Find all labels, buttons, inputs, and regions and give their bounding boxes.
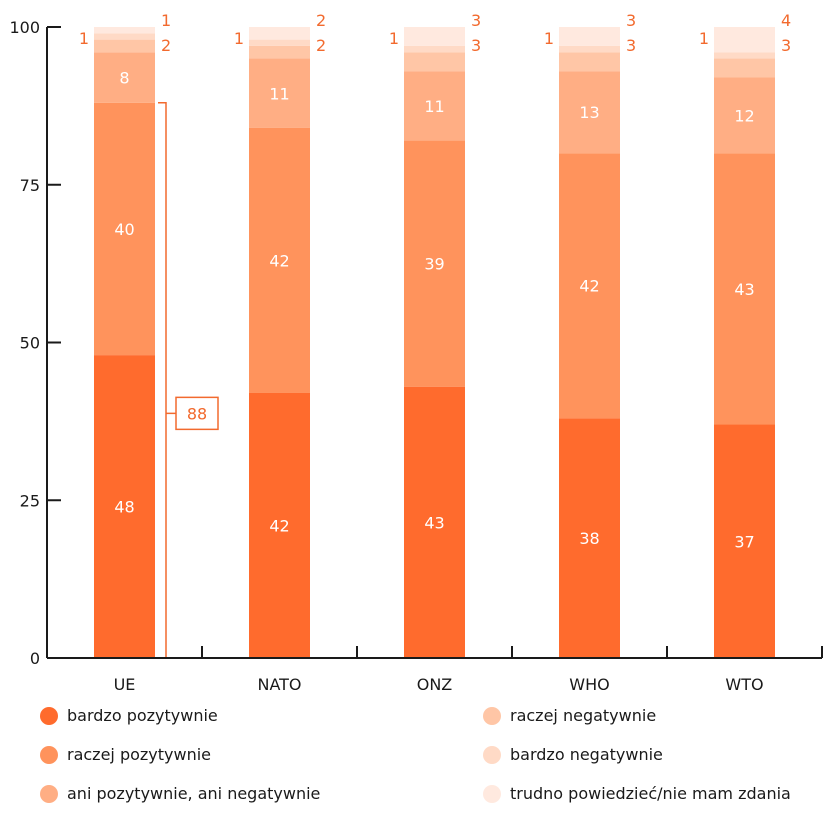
legend-label: raczej pozytywnie [67, 745, 211, 764]
data-label-outside: 3 [471, 11, 481, 30]
data-label-outside: 2 [161, 36, 171, 55]
data-label-outside: 2 [316, 36, 326, 55]
legend-swatch [40, 785, 58, 803]
y-tick-label: 100 [9, 18, 40, 37]
y-tick-label: 50 [20, 334, 40, 353]
data-label: 8 [119, 68, 129, 87]
legend-swatch [483, 746, 501, 764]
legend-swatch [483, 707, 501, 725]
data-label-outside: 1 [544, 29, 554, 48]
data-label-outside: 3 [626, 11, 636, 30]
annotation-label: 88 [187, 404, 207, 423]
bar-segment [94, 33, 155, 39]
bar-segment [94, 40, 155, 53]
data-label-outside: 2 [316, 11, 326, 30]
data-label-outside: 1 [161, 11, 171, 30]
data-label: 42 [579, 277, 599, 296]
data-label-outside: 3 [781, 36, 791, 55]
data-label-outside: 1 [234, 29, 244, 48]
bar-segment [714, 27, 775, 52]
data-label: 12 [734, 106, 754, 125]
bar-segment [404, 46, 465, 52]
bar-segment [714, 52, 775, 58]
legend-label: bardzo negatywnie [510, 745, 663, 764]
legend-label: raczej negatywnie [510, 706, 656, 725]
data-label: 40 [114, 220, 134, 239]
x-tick-label: UE [114, 675, 136, 694]
bar-segment [249, 40, 310, 46]
legend-item: raczej negatywnie [483, 706, 656, 725]
data-label-outside: 1 [79, 29, 89, 48]
legend-item: bardzo pozytywnie [40, 706, 218, 725]
y-tick-label: 0 [30, 649, 40, 668]
legend-label: bardzo pozytywnie [67, 706, 218, 725]
bar-segment [94, 27, 155, 33]
data-label: 13 [579, 103, 599, 122]
data-label: 38 [579, 529, 599, 548]
x-tick-label: WTO [725, 675, 763, 694]
data-label-outside: 3 [471, 36, 481, 55]
data-label: 11 [424, 97, 444, 116]
legend: bardzo pozytywnie raczej pozytywnie ani po… [0, 700, 831, 810]
bar-segment [559, 52, 620, 71]
legend-label: ani pozytywnie, ani negatywnie [67, 784, 320, 803]
data-label-outside: 3 [626, 36, 636, 55]
bar-segment [714, 59, 775, 78]
total-annotation: 88 [158, 103, 218, 658]
legend-item: bardzo negatywnie [483, 745, 663, 764]
bar-segment [404, 52, 465, 71]
annotation-bracket [158, 103, 166, 658]
data-label: 37 [734, 532, 754, 551]
y-tick-label: 25 [20, 491, 40, 510]
x-tick-label: WHO [569, 675, 609, 694]
data-label-outside: 1 [699, 29, 709, 48]
data-label: 42 [269, 516, 289, 535]
bar-segment [559, 46, 620, 52]
bars [94, 27, 775, 658]
legend-item: ani pozytywnie, ani negatywnie [40, 784, 320, 803]
data-label: 48 [114, 498, 134, 517]
data-label-outside: 4 [781, 11, 791, 30]
data-label-outside: 1 [389, 29, 399, 48]
data-label: 43 [734, 280, 754, 299]
y-tick-label: 75 [20, 176, 40, 195]
x-tick-label: NATO [257, 675, 301, 694]
data-label: 11 [269, 84, 289, 103]
x-tick-label: ONZ [417, 675, 453, 694]
bar-segment [249, 27, 310, 40]
legend-item: raczej pozytywnie [40, 745, 211, 764]
legend-swatch [483, 785, 501, 803]
bar-segment [404, 27, 465, 46]
legend-swatch [40, 746, 58, 764]
bar-segment [559, 27, 620, 46]
data-label: 43 [424, 513, 444, 532]
legend-label: trudno powiedzieć/nie mam zdania [510, 784, 791, 803]
y-axis: 0 25 50 75 100 [9, 18, 61, 668]
data-label: 39 [424, 255, 444, 274]
data-label: 42 [269, 251, 289, 270]
bar-segment [249, 46, 310, 59]
legend-swatch [40, 707, 58, 725]
legend-item: trudno powiedzieć/nie mam zdania [483, 784, 791, 803]
